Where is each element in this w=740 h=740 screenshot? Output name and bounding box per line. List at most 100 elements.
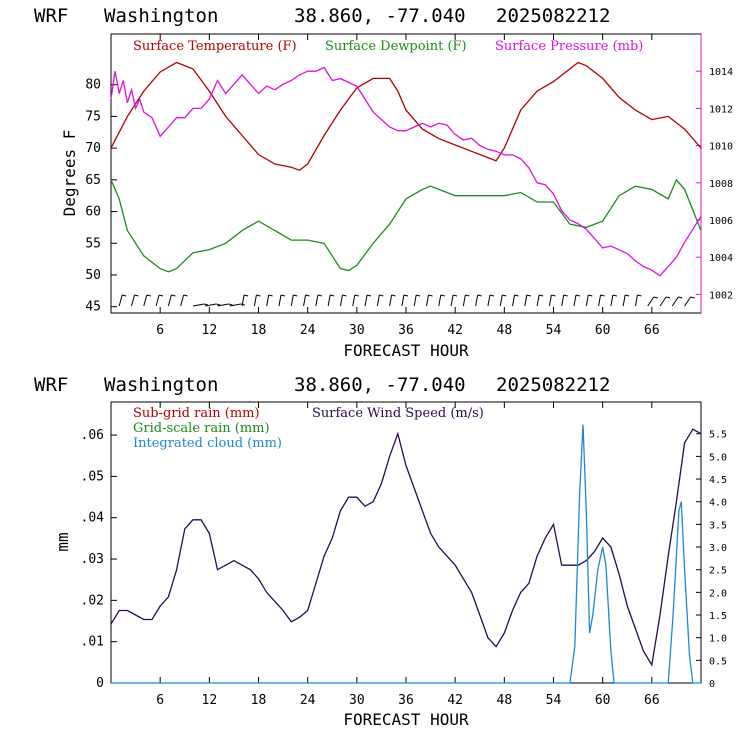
wind-barb-flag xyxy=(243,294,249,297)
wind-barb-flag xyxy=(305,294,310,297)
panel-1-model: WRF xyxy=(34,5,68,27)
wind-barbs xyxy=(118,294,695,307)
wind-barb xyxy=(241,294,245,307)
wind-barb-flag xyxy=(379,294,384,297)
wind-barb-flag xyxy=(158,294,164,297)
y2-tick-label: 5.5 xyxy=(709,430,727,441)
wind-barb xyxy=(376,294,380,307)
y2-tick-label: 0 xyxy=(709,679,715,690)
panel-2-x-axis-label: FORECAST HOUR xyxy=(343,710,469,729)
y2-tick-label: 2.0 xyxy=(709,588,727,599)
wind-barb xyxy=(217,303,229,307)
wind-barb-flag xyxy=(440,294,445,297)
y-tick-label: .05 xyxy=(81,469,104,484)
y2-tick-label: 5.0 xyxy=(709,452,727,463)
legend-pressure: Surface Pressure (mb) xyxy=(495,39,643,54)
wind-barb xyxy=(315,294,319,307)
panel-1-x-ticks: 6 12 18 24 30 36 42 48 54 60 66 xyxy=(156,34,660,338)
y2-tick-label: 1008 xyxy=(709,179,733,190)
wind-barb-flag xyxy=(575,294,581,297)
wind-barb xyxy=(180,294,185,307)
x-tick-label: 48 xyxy=(497,693,513,708)
x-tick-label: 30 xyxy=(349,693,365,708)
panel-2-y-axis-label: mm xyxy=(53,532,72,551)
x-tick-label: 36 xyxy=(398,323,414,338)
wind-barb-flag xyxy=(514,294,519,297)
wind-barb-flag xyxy=(354,294,359,297)
wind-barb xyxy=(450,294,454,307)
x-tick-label: 60 xyxy=(595,323,611,338)
wind-barb-flag xyxy=(452,294,458,297)
wind-barb xyxy=(229,303,241,307)
panel-2-y-ticks: 0 .01 .02 .03 .04 .05 .06 xyxy=(81,428,117,691)
wind-barb-flag xyxy=(465,294,470,297)
wind-barb-flag xyxy=(391,294,396,297)
wind-barb-flag xyxy=(256,294,261,297)
x-tick-label: 12 xyxy=(202,693,218,708)
wind-barb xyxy=(303,294,307,307)
wind-barb-flag xyxy=(563,294,568,297)
panel-1-y-ticks: 45 50 55 60 65 70 75 80 xyxy=(85,78,117,315)
wind-barb xyxy=(573,294,577,307)
panel-1-run: 2025082212 xyxy=(496,5,610,27)
panel-2: WRF Washington 38.860, -77.040 202508221… xyxy=(34,374,727,729)
y2-tick-label: 1006 xyxy=(709,216,733,227)
panel-2-model: WRF xyxy=(34,374,68,396)
wind-barb-flag xyxy=(403,294,409,297)
y2-tick-label: 1012 xyxy=(709,104,733,115)
y-tick-label: .02 xyxy=(81,593,104,608)
y2-tick-label: 3.0 xyxy=(709,543,727,554)
wind-barb-flag xyxy=(612,294,617,297)
wind-barb xyxy=(131,294,135,307)
y-tick-label: .06 xyxy=(81,428,104,443)
y-tick-label: 45 xyxy=(85,300,101,315)
wind-barb-flag xyxy=(134,294,139,297)
series-pressure-line xyxy=(110,66,702,277)
x-tick-label: 66 xyxy=(644,693,660,708)
wind-barb-flag xyxy=(551,294,556,297)
wind-barb xyxy=(585,294,589,307)
wind-barb xyxy=(155,294,160,307)
wind-barb-flag xyxy=(428,294,433,297)
wind-barb-flag xyxy=(342,294,347,297)
legend-dewpoint: Surface Dewpoint (F) xyxy=(325,39,467,54)
wind-barb xyxy=(475,294,479,307)
y-tick-label: 75 xyxy=(85,109,101,124)
y-tick-label: 55 xyxy=(85,236,101,251)
wind-barb-flag xyxy=(690,296,695,299)
wind-barb xyxy=(352,294,356,307)
y-tick-label: 0 xyxy=(96,676,104,691)
wind-barb-flag xyxy=(146,294,151,297)
wind-barb-flag xyxy=(171,294,176,297)
wind-barb-flag xyxy=(477,294,482,297)
x-tick-label: 42 xyxy=(447,693,463,708)
x-tick-label: 30 xyxy=(349,323,365,338)
y-tick-label: 60 xyxy=(85,205,101,220)
y2-tick-label: 1010 xyxy=(709,142,733,153)
legend-wind-speed: Surface Wind Speed (m/s) xyxy=(312,406,484,421)
wind-barb xyxy=(438,294,442,307)
wind-barb xyxy=(462,294,466,307)
wind-barb-flag xyxy=(489,294,495,297)
wind-barb xyxy=(143,294,148,307)
wind-barb xyxy=(684,296,692,307)
y-tick-label: .03 xyxy=(81,552,104,567)
series-wind-speed-line xyxy=(110,428,702,667)
wind-barb xyxy=(659,296,667,307)
wind-barb xyxy=(339,294,343,307)
wind-barb xyxy=(413,294,417,307)
wind-barb-flag xyxy=(268,294,273,297)
wind-barb-flag xyxy=(588,294,593,297)
x-tick-label: 36 xyxy=(398,693,414,708)
wind-barb xyxy=(647,296,655,307)
wind-barb xyxy=(548,294,552,307)
x-tick-label: 6 xyxy=(156,323,164,338)
wind-barb-flag xyxy=(183,294,188,297)
wind-barb-flag xyxy=(538,294,544,297)
wind-barb-flag xyxy=(678,296,683,299)
wind-barb-flag xyxy=(280,294,286,297)
panel-1: WRF Washington 38.860, -77.040 202508221… xyxy=(34,5,733,360)
y-tick-label: 65 xyxy=(85,173,101,188)
panel-2-location: Washington xyxy=(104,374,218,396)
